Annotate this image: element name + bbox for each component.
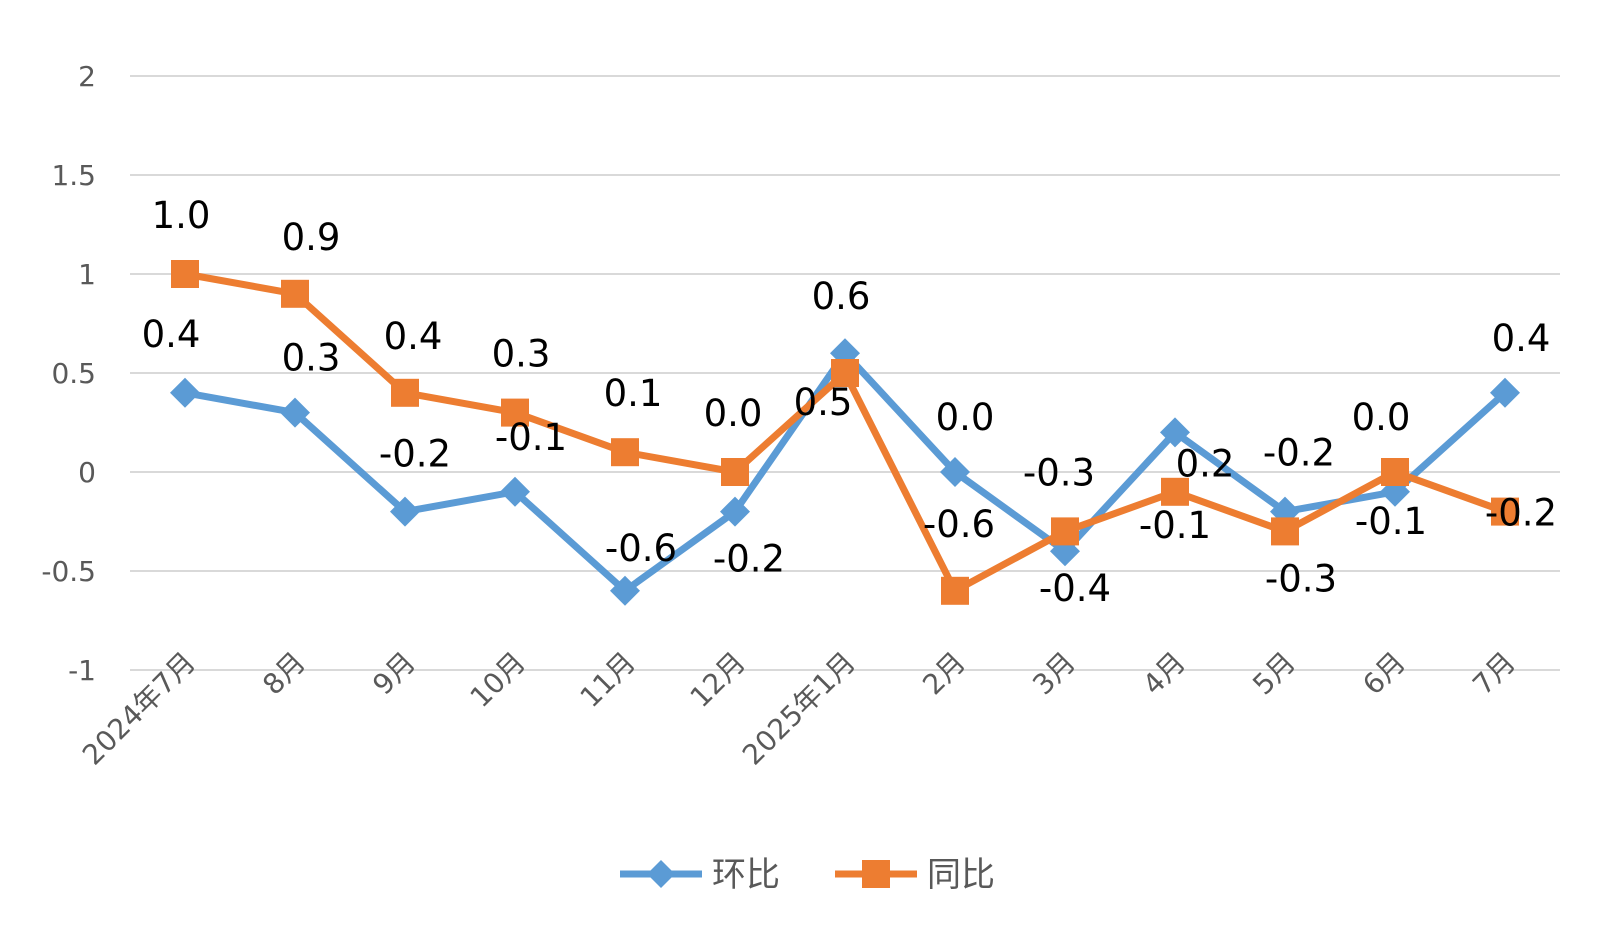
point-marker-series-2 <box>721 458 749 486</box>
data-label-series-1: -0.4 <box>1039 567 1111 610</box>
point-marker-series-1 <box>170 377 200 408</box>
point-marker-series-2 <box>1271 517 1299 546</box>
data-label-series-2: 0.9 <box>282 216 341 259</box>
point-marker-series-1 <box>500 476 530 507</box>
data-label-series-2: 0.4 <box>384 315 443 358</box>
point-marker-series-2 <box>171 260 199 288</box>
x-tick-label: 3月 <box>1026 646 1082 702</box>
point-marker-series-2 <box>1161 477 1189 506</box>
x-tick-label: 7月 <box>1466 646 1522 702</box>
point-marker-series-1 <box>1490 377 1520 408</box>
point-marker-series-2 <box>941 576 969 605</box>
data-label-series-1: 0.0 <box>936 396 995 439</box>
data-label-series-1: 0.4 <box>142 313 201 356</box>
point-marker-series-2 <box>1491 497 1519 526</box>
data-label-series-2: 1.0 <box>152 194 211 237</box>
point-marker-series-2 <box>1051 517 1079 546</box>
point-marker-series-1 <box>280 397 310 428</box>
x-tick-label: 10月 <box>464 646 532 714</box>
legend-marker-series-1 <box>647 860 675 888</box>
y-tick-label: -0.5 <box>41 555 96 588</box>
point-marker-series-2 <box>391 378 419 407</box>
point-marker-series-1 <box>720 496 750 527</box>
data-label-series-2: -0.1 <box>1139 504 1211 547</box>
legend-label-series-2: 同比 <box>927 855 995 895</box>
data-label-series-1: -0.2 <box>379 433 451 476</box>
data-label-series-1: 0.2 <box>1176 442 1235 485</box>
x-tick-label: 8月 <box>256 646 312 702</box>
point-marker-series-1 <box>1160 417 1190 448</box>
x-tick-label: 2025年1月 <box>736 646 862 772</box>
y-tick-label: 1.5 <box>51 159 96 192</box>
point-marker-series-1 <box>390 496 420 527</box>
legend-item-series-1: 环比 <box>620 855 780 895</box>
data-label-series-1: -0.2 <box>1263 432 1335 475</box>
y-tick-label: 2 <box>78 60 96 93</box>
data-label-series-2: 0.0 <box>1352 396 1411 439</box>
data-label-series-2: -0.3 <box>1023 451 1095 494</box>
x-tick-label: 9月 <box>366 646 422 702</box>
x-tick-label: 12月 <box>684 646 752 714</box>
data-label-series-1: -0.1 <box>495 416 567 459</box>
point-marker-series-1 <box>610 575 640 606</box>
y-tick-label: -1 <box>68 654 96 687</box>
gridlines <box>130 75 1560 671</box>
x-tick-label: 6月 <box>1356 646 1412 702</box>
legend: 环比 同比 <box>620 855 995 895</box>
data-label-series-2: 0.1 <box>604 372 663 415</box>
x-tick-label: 4月 <box>1136 646 1192 702</box>
y-axis-tick-labels: 2 1.5 1 0.5 0 -0.5 -1 <box>41 60 96 687</box>
legend-item-series-2: 同比 <box>835 855 995 895</box>
legend-marker-series-2 <box>862 860 890 888</box>
data-label-series-1: -0.1 <box>1355 500 1427 543</box>
legend-label-series-1: 环比 <box>712 855 780 895</box>
point-marker-series-2 <box>1381 458 1409 486</box>
data-label-series-2: 0.5 <box>794 381 853 424</box>
point-marker-series-2 <box>831 359 859 387</box>
data-label-series-1: 0.4 <box>1492 317 1551 360</box>
data-label-series-2: -0.2 <box>1485 492 1557 535</box>
x-tick-label: 11月 <box>574 646 642 714</box>
y-tick-label: 0.5 <box>51 357 96 390</box>
data-labels: 0.40.3-0.2 -0.1-0.6 -0.20.60.0-0.40.2 -0.2-… <box>142 194 1558 610</box>
data-label-series-2: -0.6 <box>923 503 995 546</box>
data-label-series-2: 0.3 <box>492 333 551 376</box>
data-label-series-1: 0.3 <box>282 337 341 380</box>
point-marker-series-2 <box>611 438 639 467</box>
x-tick-label: 2月 <box>916 646 972 702</box>
data-label-series-2: -0.3 <box>1265 557 1337 600</box>
data-label-series-1: 0.6 <box>812 275 871 318</box>
x-tick-label: 5月 <box>1246 646 1302 702</box>
data-label-series-1: -0.2 <box>713 538 785 581</box>
point-marker-series-2 <box>501 398 529 427</box>
y-tick-label: 1 <box>78 258 96 291</box>
point-marker-series-2 <box>281 279 309 308</box>
y-tick-label: 0 <box>78 456 96 489</box>
point-marker-series-1 <box>940 457 970 487</box>
series-markers <box>170 260 1520 606</box>
data-label-series-2: 0.0 <box>704 392 763 435</box>
data-label-series-1: -0.6 <box>605 527 677 570</box>
